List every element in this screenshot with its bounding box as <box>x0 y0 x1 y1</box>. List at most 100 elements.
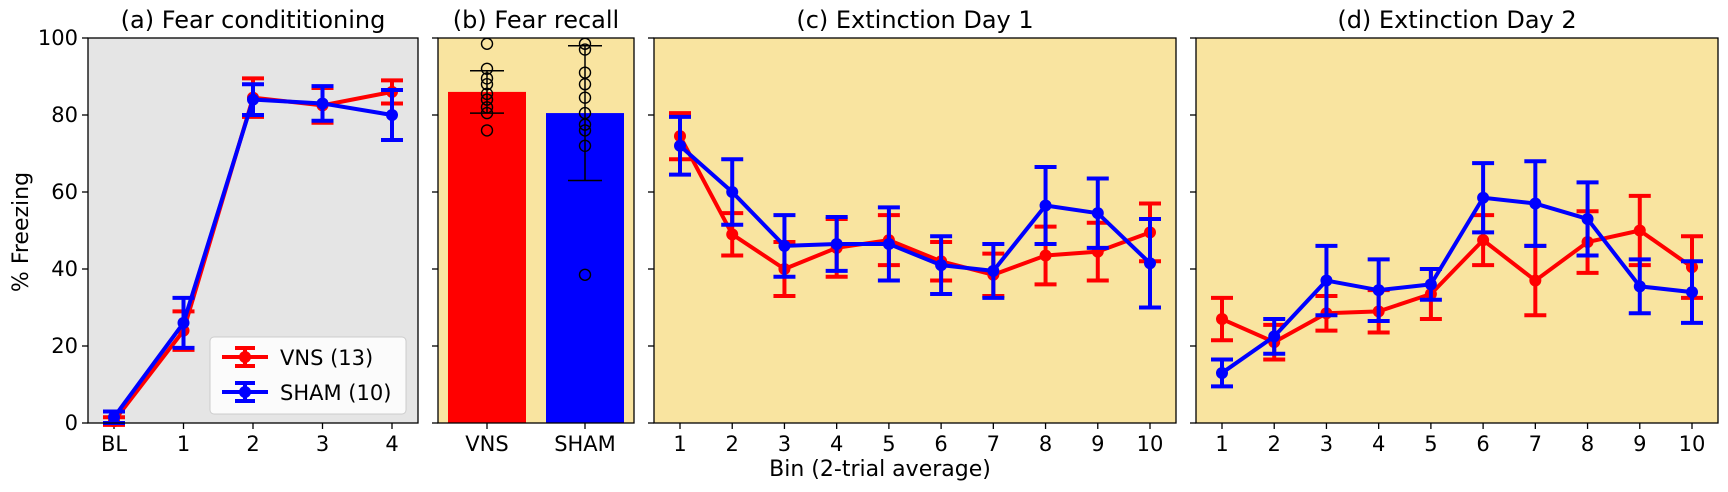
sham-point <box>882 237 895 250</box>
sham-point <box>247 93 259 106</box>
individual-point <box>578 77 592 91</box>
individual-point <box>480 62 494 76</box>
x-tick-label: VNS <box>465 432 508 456</box>
panel-title: (b) Fear recall <box>453 6 619 34</box>
x-tick-label: 7 <box>1529 432 1542 456</box>
vns-series-line <box>1221 228 1694 345</box>
x-tick-label: 2 <box>246 432 259 456</box>
vns-point <box>1216 313 1228 326</box>
x-tick-label: 3 <box>316 432 329 456</box>
panel-a: (a) Fear condititioning 0 20 40 60 80 100 BL 1 2 3… <box>38 6 419 456</box>
sham-point <box>935 259 948 272</box>
sham-point <box>108 411 120 424</box>
individual-point <box>480 77 494 91</box>
plot-frame <box>1195 37 1719 424</box>
x-tick-label: 5 <box>882 432 895 456</box>
bar-vns <box>448 91 526 424</box>
panels-group: (a) Fear condititioning 0 20 40 60 80 100 BL 1 2 3… <box>38 6 1719 456</box>
plot-area <box>654 38 1176 423</box>
legend-marker <box>239 386 251 398</box>
sham-point <box>1268 330 1281 343</box>
plot-frame <box>437 37 635 424</box>
sham-point <box>386 109 398 121</box>
sham-point <box>1039 199 1052 212</box>
x-tick-label: 3 <box>1320 432 1333 456</box>
vns-point <box>1477 234 1490 247</box>
y-tick-label: 40 <box>51 257 78 281</box>
panel-title: (d) Extinction Day 2 <box>1337 6 1576 34</box>
x-tick-label: 10 <box>1137 432 1164 456</box>
sham-point <box>177 316 190 329</box>
sham-series-line <box>1220 195 1693 375</box>
x-tick-label: BL <box>101 432 127 456</box>
x-axis-label: Bin (2-trial average) <box>769 457 991 482</box>
y-tick-label: 20 <box>51 334 78 358</box>
sham-point <box>726 186 739 198</box>
legend-entry-label: SHAM (10) <box>280 381 391 405</box>
x-tick-label: 9 <box>1091 432 1104 456</box>
sham-point <box>674 139 686 152</box>
sham-point <box>316 97 329 110</box>
sham-point <box>778 239 791 252</box>
y-axis-label: % Freezing <box>9 172 34 292</box>
x-tick-label: 1 <box>673 432 686 456</box>
individual-point <box>480 101 494 114</box>
individual-point <box>578 43 592 56</box>
x-tick-label: 2 <box>726 432 739 456</box>
individual-point <box>578 139 592 153</box>
x-tick-label: 6 <box>934 432 947 456</box>
sham-point <box>830 237 843 250</box>
plot-frame <box>87 37 419 424</box>
individual-point <box>480 124 494 137</box>
panel-title: (a) Fear condititioning <box>121 6 386 34</box>
x-tick-label: 6 <box>1476 432 1489 456</box>
sham-point <box>1477 191 1490 204</box>
sham-point <box>1372 284 1385 297</box>
sham-point <box>1581 212 1594 225</box>
sham-point <box>1424 278 1437 291</box>
sham-point <box>1216 366 1228 379</box>
individual-point <box>480 93 494 106</box>
x-tick-label: 4 <box>830 432 843 456</box>
sham-point <box>1091 207 1104 220</box>
x-tick-label: 8 <box>1039 432 1052 456</box>
sham-point <box>1320 274 1333 287</box>
sham-point <box>987 264 1000 277</box>
sham-point <box>1529 197 1542 210</box>
vns-point <box>1529 274 1542 287</box>
plot-frame <box>653 37 1177 424</box>
x-tick-label: 2 <box>1268 432 1281 456</box>
legend-marker <box>239 351 251 363</box>
sham-point <box>1144 257 1156 270</box>
individual-point <box>480 72 494 85</box>
x-tick-label: 10 <box>1679 432 1706 456</box>
x-tick-label: 4 <box>1372 432 1385 456</box>
legend-entry-label: VNS (13) <box>280 346 373 370</box>
panel-d: (d) Extinction Day 2 1 2 3 4 5 6 7 8 9 10 <box>1190 6 1719 456</box>
x-tick-label: 4 <box>385 432 398 456</box>
individual-point <box>578 268 592 281</box>
y-tick-label: 60 <box>51 180 78 204</box>
x-tick-label: 1 <box>177 432 190 456</box>
x-tick-label: 5 <box>1424 432 1437 456</box>
y-tick-label: 0 <box>65 411 78 435</box>
individual-point <box>578 124 592 137</box>
panel-b: (b) Fear recall VNS SHAM <box>432 6 635 456</box>
x-tick-label: 8 <box>1581 432 1594 456</box>
x-tick-label: 3 <box>778 432 791 456</box>
individual-point <box>480 87 494 101</box>
individual-point <box>578 91 592 104</box>
y-tick-label: 80 <box>51 103 78 127</box>
x-tick-label: SHAM <box>554 432 616 456</box>
y-tick-label: 100 <box>38 26 78 50</box>
panel-c: (c) Extinction Day 1 1 2 3 4 5 6 7 8 9 10 <box>648 6 1177 456</box>
x-tick-label: 9 <box>1633 432 1646 456</box>
individual-point <box>480 106 494 120</box>
individual-point <box>578 118 592 131</box>
sham-point <box>1686 286 1698 299</box>
x-tick-label: 1 <box>1215 432 1228 456</box>
vns-point <box>1633 224 1646 237</box>
vns-point <box>1039 249 1052 262</box>
panel-title: (c) Extinction Day 1 <box>796 6 1033 34</box>
